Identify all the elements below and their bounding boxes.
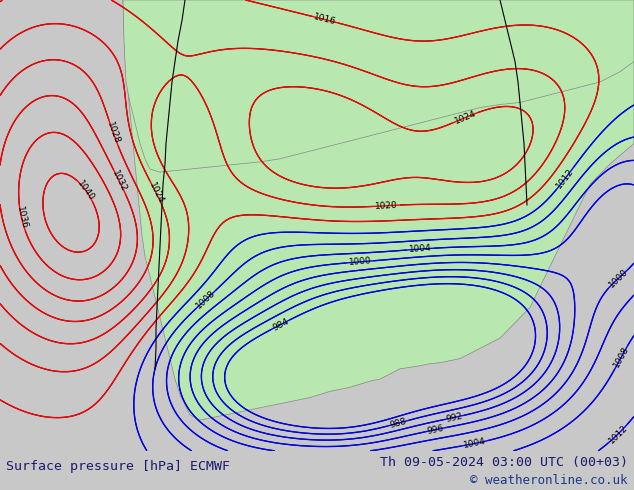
Text: Surface pressure [hPa] ECMWF: Surface pressure [hPa] ECMWF xyxy=(6,460,230,473)
Text: 1000: 1000 xyxy=(607,268,630,290)
Polygon shape xyxy=(123,0,634,420)
Text: 1004: 1004 xyxy=(409,244,432,254)
Text: 1008: 1008 xyxy=(612,345,631,369)
Text: 1004: 1004 xyxy=(463,437,487,450)
Text: 1000: 1000 xyxy=(348,256,372,267)
Text: 992: 992 xyxy=(444,411,463,424)
Text: 1024: 1024 xyxy=(147,181,165,205)
Polygon shape xyxy=(123,0,634,172)
Text: 1028: 1028 xyxy=(105,121,122,146)
Text: 1040: 1040 xyxy=(75,179,96,203)
Text: © weatheronline.co.uk: © weatheronline.co.uk xyxy=(470,474,628,487)
Text: 984: 984 xyxy=(271,317,290,333)
Text: 1020: 1020 xyxy=(375,200,398,211)
Text: 988: 988 xyxy=(389,416,408,430)
Text: 1024: 1024 xyxy=(453,109,477,126)
Text: 1008: 1008 xyxy=(194,289,217,311)
Text: Th 09-05-2024 03:00 UTC (00+03): Th 09-05-2024 03:00 UTC (00+03) xyxy=(380,456,628,469)
Text: 1032: 1032 xyxy=(110,169,129,194)
Text: 1012: 1012 xyxy=(555,167,576,190)
Text: 996: 996 xyxy=(427,423,445,436)
Text: 1036: 1036 xyxy=(15,206,29,230)
Text: 1016: 1016 xyxy=(313,12,337,27)
Text: 1012: 1012 xyxy=(607,423,630,445)
